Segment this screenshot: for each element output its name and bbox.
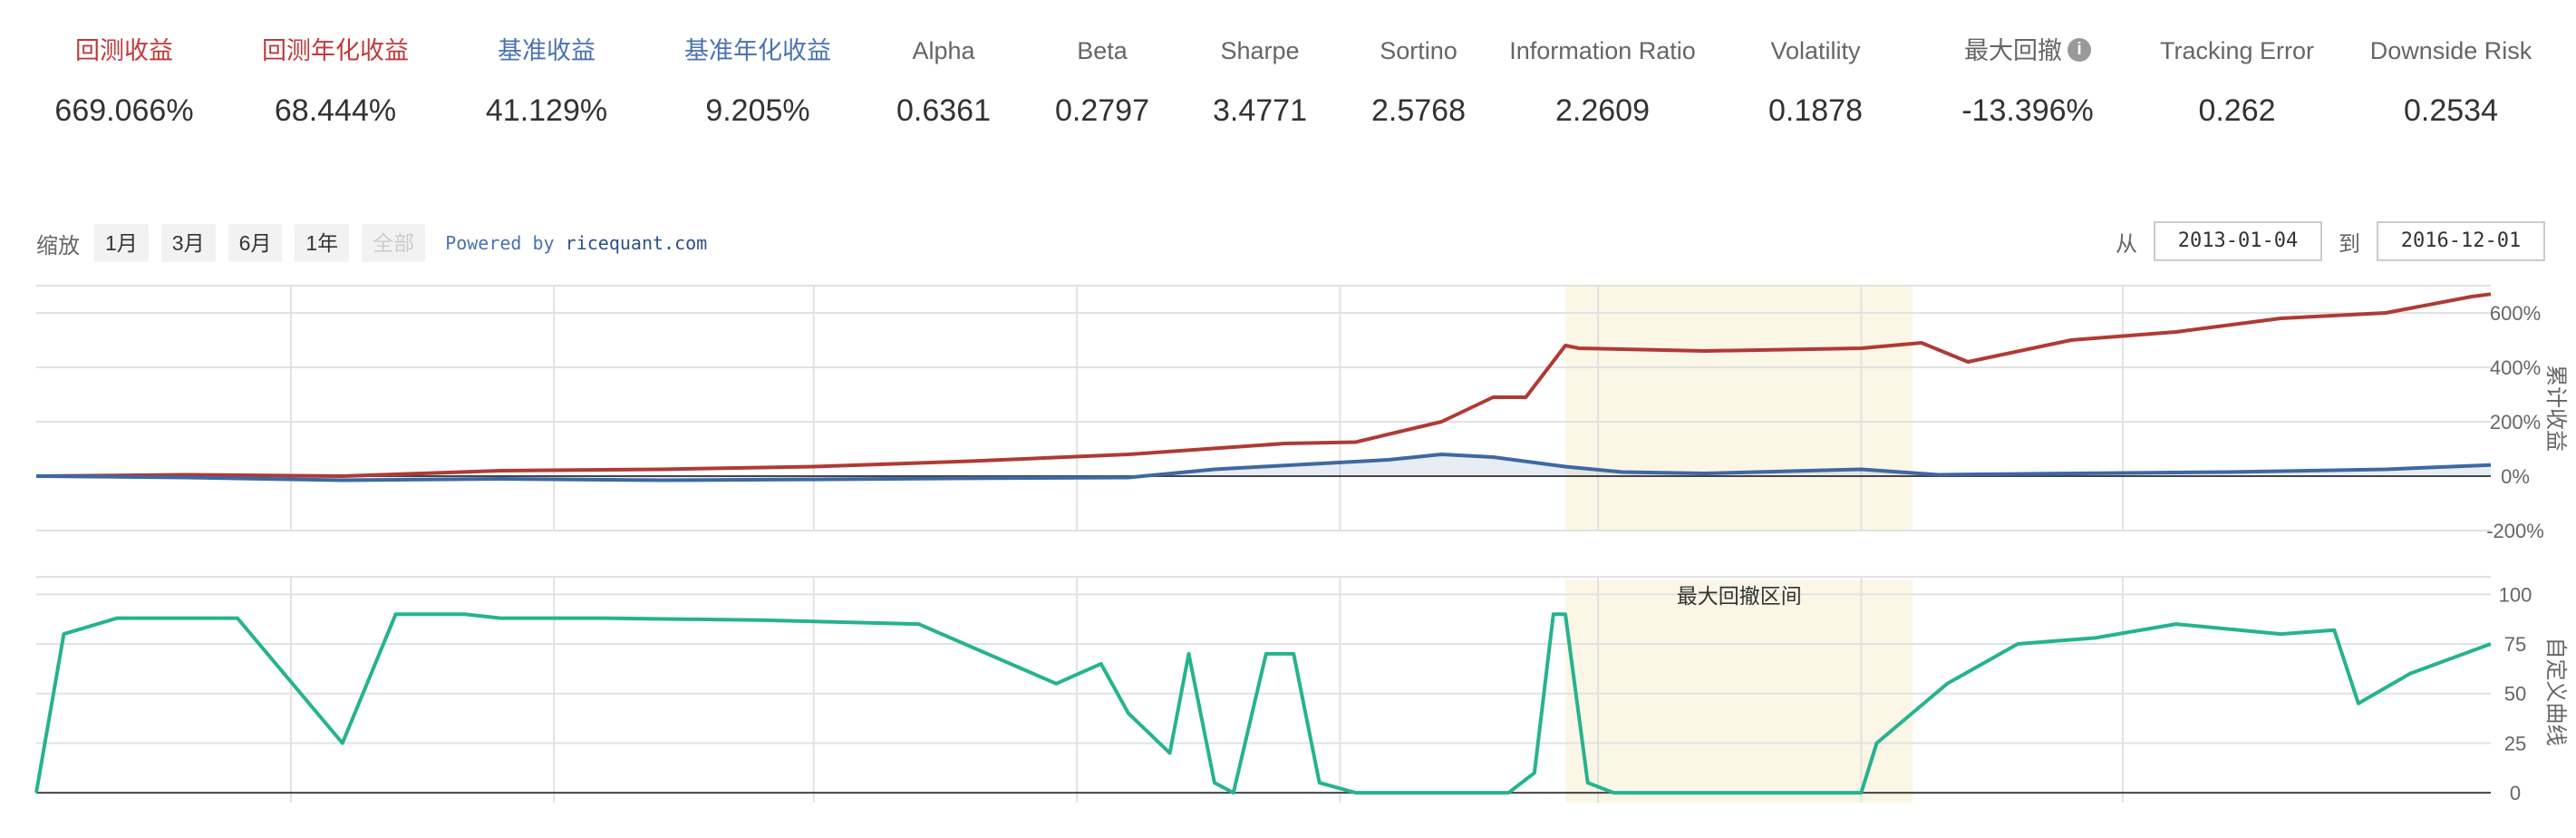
metric-label-text: 基准收益 (498, 37, 596, 64)
powered-by-brand[interactable]: ricequant.com (565, 232, 708, 254)
benchmark-return-line (35, 453, 2492, 482)
metric-label: Tracking Error (2133, 33, 2341, 69)
y-tick-label: 400% (2490, 356, 2541, 379)
drawdown-annotation: 最大回撤区间 (1677, 584, 1802, 608)
metric-1: 回测年化收益 68.444% (231, 33, 440, 129)
metric-value: 41.129% (485, 93, 608, 128)
metric-label-text: Information Ratio (1509, 37, 1696, 64)
metric-label: Volatility (1711, 33, 1920, 69)
info-icon[interactable]: i (2068, 37, 2091, 62)
custom-curve-line (34, 612, 2492, 795)
metric-label-text: 回测年化收益 (262, 37, 409, 64)
metric-label-text: Beta (1077, 37, 1128, 64)
metric-label-text: Tracking Error (2159, 37, 2315, 64)
metric-value: 3.4771 (1213, 93, 1307, 128)
metric-3: 基准年化收益 9.205% (654, 33, 862, 129)
metric-10: 最大回撤 i -13.396% (1923, 33, 2132, 129)
y-tick-label: 25 (2504, 732, 2526, 755)
zoom-toolbar: 缩放 1月 3月 6月 1年 全部 Powered by ricequant.c… (36, 223, 707, 263)
performance-chart: 600% 400% 200% 0% -200% 累计收益 100 75 50 25 0 最大回撤区间自… (34, 285, 2568, 804)
metric-label: Downside Risk (2347, 33, 2555, 69)
range-to-input[interactable]: 2016-12-01 (2377, 221, 2545, 261)
metric-value: 0.6361 (896, 93, 991, 128)
zoom-label: 缩放 (36, 233, 80, 258)
metric-label: Alpha (839, 33, 1048, 69)
metric-label: 回测收益 (20, 33, 228, 69)
y-tick-label: 75 (2504, 633, 2526, 656)
metric-value: -13.396% (1961, 93, 2094, 128)
range-to-label: 到 (2339, 231, 2360, 257)
metric-value: 2.2609 (1555, 93, 1650, 128)
metric-value: 0.262 (2198, 93, 2276, 128)
metric-label-text: Sharpe (1220, 37, 1300, 64)
metric-label: Information Ratio (1498, 33, 1707, 69)
metric-11: Tracking Error 0.262 (2133, 33, 2341, 129)
drawdown-band (1565, 580, 1913, 803)
y-tick-label: 0% (2501, 465, 2530, 488)
metric-value: 0.2534 (2404, 93, 2498, 128)
metric-7: Sortino 2.5768 (1314, 33, 1523, 129)
metrics-row: 回测收益 669.066% 回测年化收益 68.444% 基准收益 41.129% 基准年化… (0, 0, 2576, 163)
y-axis-title: 自定义曲线 (2543, 638, 2568, 746)
metric-label-text: 最大回撤 (1964, 37, 2062, 64)
zoom-6m-button[interactable]: 6月 (228, 224, 283, 262)
metric-5: Beta 0.2797 (998, 33, 1206, 129)
metric-value: 0.2797 (1055, 93, 1149, 128)
y-tick-label: 200% (2490, 411, 2541, 434)
range-from-input[interactable]: 2013-01-04 (2154, 221, 2322, 261)
metric-label-text: Volatility (1770, 37, 1861, 64)
y-tick-label: 100 (2499, 583, 2532, 606)
metric-label-text: Alpha (912, 37, 975, 64)
metric-label: 基准收益 (442, 33, 651, 69)
metric-value: 0.1878 (1768, 93, 1863, 128)
zoom-1y-button[interactable]: 1年 (295, 224, 350, 262)
metric-label-text: 回测收益 (75, 37, 173, 64)
metric-label: Beta (998, 33, 1206, 69)
metric-label: Sharpe (1156, 33, 1364, 69)
metric-label-text: Downside Risk (2369, 37, 2532, 64)
range-from-label: 从 (2116, 231, 2137, 257)
zoom-1m-button[interactable]: 1月 (94, 224, 149, 262)
metric-9: Volatility 0.1878 (1711, 33, 1920, 129)
metric-6: Sharpe 3.4771 (1156, 33, 1364, 129)
zoom-all-button[interactable]: 全部 (362, 224, 426, 262)
zoom-3m-button[interactable]: 3月 (160, 224, 216, 262)
metric-8: Information Ratio 2.2609 (1498, 33, 1707, 129)
metric-value: 9.205% (705, 93, 810, 128)
date-range: 从 2013-01-04 到 2016-12-01 (2099, 221, 2545, 261)
metric-label: 回测年化收益 (231, 33, 440, 69)
metric-value: 669.066% (54, 93, 194, 128)
metric-value: 2.5768 (1371, 93, 1466, 128)
powered-by-prefix: Powered by (445, 232, 555, 254)
powered-by-credit[interactable]: Powered by ricequant.com (445, 232, 707, 254)
metric-12: Downside Risk 0.2534 (2347, 33, 2555, 129)
y-tick-label: 50 (2504, 683, 2526, 706)
y-tick-label: -200% (2486, 520, 2544, 542)
metric-label-text: Sortino (1380, 37, 1457, 64)
y-tick-label: 0 (2510, 782, 2521, 804)
metric-0: 回测收益 669.066% (20, 33, 228, 129)
drawdown-band (1565, 286, 1913, 531)
y-tick-label: 600% (2490, 302, 2541, 325)
metric-label: 基准年化收益 (654, 33, 862, 69)
metric-value: 68.444% (274, 93, 397, 128)
y-axis-title: 累计收益 (2543, 365, 2568, 452)
metric-4: Alpha 0.6361 (839, 33, 1048, 129)
metric-label: 最大回撤 i (1923, 33, 2132, 69)
metric-label-text: 基准年化收益 (684, 37, 831, 64)
metric-2: 基准收益 41.129% (442, 33, 651, 129)
metric-label: Sortino (1314, 33, 1523, 69)
strategy-return-line (35, 292, 2492, 478)
